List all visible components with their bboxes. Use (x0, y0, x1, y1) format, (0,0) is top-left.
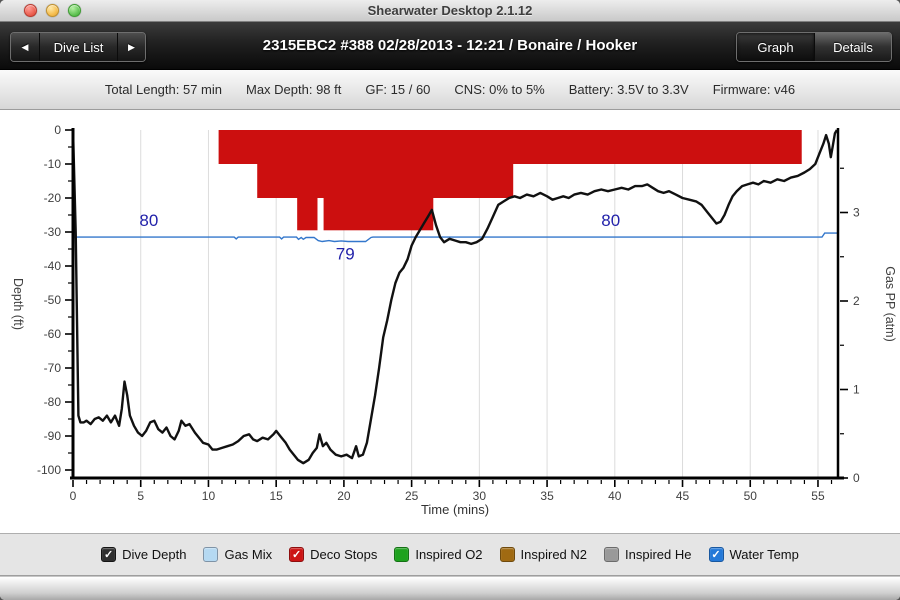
legend-checkbox-deco-stops[interactable]: ✓ (289, 547, 305, 562)
legend-item: Inspired N2 (499, 547, 588, 562)
y-left-tick-label: -70 (44, 361, 62, 375)
tab-details[interactable]: Details (814, 33, 891, 61)
x-tick-label: 30 (473, 489, 487, 503)
deco-stops-band (323, 198, 434, 231)
legend-label: Inspired O2 (415, 547, 483, 562)
x-tick-label: 25 (405, 489, 419, 503)
y-left-tick-label: -40 (44, 259, 62, 273)
info-item: Max Depth: 98 ft (245, 82, 342, 97)
x-tick-label: 20 (337, 489, 351, 503)
x-tick-label: 40 (608, 489, 622, 503)
window-controls (24, 4, 81, 17)
water-temp-line (73, 232, 839, 243)
close-button[interactable] (24, 4, 37, 17)
info-item: GF: 15 / 60 (365, 82, 431, 97)
x-tick-label: 15 (269, 489, 283, 503)
y-axis-right-label: Gas PP (atm) (883, 266, 897, 341)
legend-item: ✓ Deco Stops (289, 547, 377, 562)
water-temp-value: 80 (601, 211, 620, 230)
legend-checkbox-inspired-he[interactable] (604, 547, 620, 562)
water-temp-value: 79 (336, 245, 355, 264)
x-tick-label: 5 (137, 489, 144, 503)
y-left-tick-label: -20 (44, 191, 62, 205)
dive-chart: 80 79 80 0 -10 -20 -30 -40 -50 -60 -70 -80 -90 -100 0 5… (0, 110, 900, 533)
legend-label: Gas Mix (224, 547, 273, 562)
y-left-tick-label: -80 (44, 395, 62, 409)
dive-chart-svg: 80 79 80 0 -10 -20 -30 -40 -50 -60 -70 -80 -90 -100 0 5… (11, 123, 897, 517)
dive-title: 2315EBC2 #388 02/28/2013 - 12:21 / Bonai… (262, 37, 638, 54)
legend-item: Inspired O2 (394, 547, 483, 562)
dive-depth-line (71, 129, 838, 465)
x-tick-label: 0 (70, 489, 77, 503)
x-axis-label: Time (mins) (421, 502, 489, 517)
y-left-tick-label: 0 (54, 123, 61, 137)
zoom-button[interactable] (68, 4, 81, 17)
y-axis-left-label: Depth (ft) (11, 278, 25, 330)
y-left-tick-label: -10 (44, 157, 62, 171)
y-left-tick-label: -30 (44, 225, 62, 239)
legend-label: Water Temp (729, 547, 799, 562)
dive-info-bar: Total Length: 57 min Max Depth: 98 ft GF: … (0, 70, 900, 110)
y-right-tick-label: 1 (853, 383, 860, 397)
dive-list-button[interactable]: Dive List (39, 33, 117, 61)
next-dive-button[interactable]: ▶ (117, 33, 145, 61)
y-left-tick-label: -100 (37, 463, 61, 477)
previous-dive-button[interactable]: ◀ (11, 33, 39, 61)
water-temp-value: 80 (139, 211, 158, 230)
legend-item: Gas Mix (203, 547, 272, 562)
legend-label: Inspired N2 (520, 547, 588, 562)
info-item: Battery: 3.5V to 3.3V (568, 82, 689, 97)
legend-item: Inspired He (604, 547, 692, 562)
x-tick-label: 10 (202, 489, 216, 503)
nav-bar: ◀ Dive List ▶ 2315EBC2 #388 02/28/2013 -… (0, 22, 900, 70)
legend-checkbox-water-temp[interactable]: ✓ (708, 547, 724, 562)
legend-item: ✓ Dive Depth (101, 547, 186, 562)
legend-label: Dive Depth (122, 547, 187, 562)
info-item: Total Length: 57 min (104, 82, 222, 97)
legend-checkbox-inspired-n2[interactable] (499, 547, 515, 562)
window-title: Shearwater Desktop 2.1.12 (367, 3, 533, 18)
tab-graph[interactable]: Graph (737, 33, 814, 61)
status-bar (0, 576, 900, 600)
x-tick-label: 55 (811, 489, 825, 503)
legend-checkbox-dive-depth[interactable]: ✓ (101, 547, 117, 562)
y-left-tick-label: -60 (44, 327, 62, 341)
legend-bar: ✓ Dive Depth Gas Mix ✓ Deco Stops Inspired O2… (0, 533, 900, 576)
x-tick-label: 45 (676, 489, 690, 503)
legend-checkbox-inspired-o2[interactable] (394, 547, 410, 562)
view-switcher: Graph Details (736, 32, 892, 62)
legend-label: Deco Stops (310, 547, 378, 562)
deco-stops-band (297, 198, 318, 231)
minimize-button[interactable] (46, 4, 59, 17)
legend-item: ✓ Water Temp (708, 547, 799, 562)
dive-list-control: ◀ Dive List ▶ (10, 32, 146, 62)
y-left-tick-label: -50 (44, 293, 62, 307)
legend-label: Inspired He (625, 547, 692, 562)
y-right-tick-label: 2 (853, 294, 860, 308)
info-item: Firmware: v46 (712, 82, 796, 97)
window-titlebar: Shearwater Desktop 2.1.12 (0, 0, 900, 22)
y-right-tick-label: 3 (853, 206, 860, 220)
info-item: CNS: 0% to 5% (454, 82, 545, 97)
y-left-tick-label: -90 (44, 429, 62, 443)
legend-checkbox-gas-mix[interactable] (203, 547, 219, 562)
x-tick-label: 50 (744, 489, 758, 503)
deco-stops-band (218, 130, 802, 164)
y-right-tick-label: 0 (853, 471, 860, 485)
x-tick-label: 35 (540, 489, 554, 503)
deco-stops-band (257, 164, 514, 198)
